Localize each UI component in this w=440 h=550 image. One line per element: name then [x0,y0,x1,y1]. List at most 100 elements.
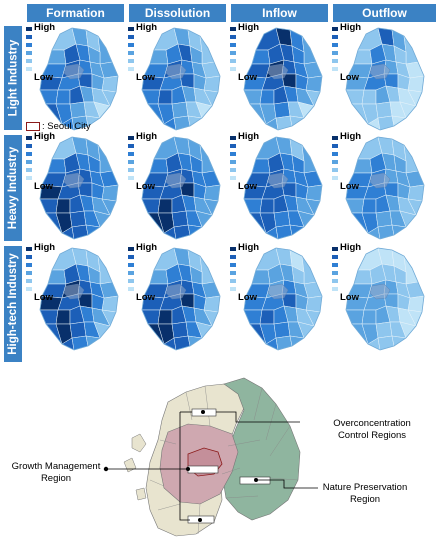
legend-swatch [230,271,236,275]
seoul-district-cluster [267,63,289,80]
legend-swatch [128,247,134,251]
legend-swatch [128,152,134,156]
map-legend: High Low [128,242,188,308]
legend-swatch [128,168,134,172]
map-svg [345,27,425,131]
legend-low-label: Low [136,72,155,83]
choropleth-map-heavy-industry-inflow: High Low [230,131,330,243]
column-header-dissolution: Dissolution [129,4,226,22]
legend-swatch [332,27,338,31]
seoul-district-cluster [267,172,289,189]
legend-swatch [230,59,236,63]
legend-swatch [230,160,236,164]
legend-swatch [230,27,236,31]
west-islands [123,433,147,501]
map-outline [39,247,119,351]
map-legend: High Low [128,22,188,88]
legend-swatch [230,51,236,55]
legend-swatch [128,263,134,267]
legend-high-label: High [340,242,362,253]
overconcentration-marker-dot [201,410,205,414]
legend-swatch [128,271,134,275]
legend-swatch [332,263,338,267]
map-outline [141,27,221,131]
legend-swatch [26,144,32,148]
growth-management-marker-box [187,465,219,474]
seoul-district-cluster [165,63,187,80]
map-svg [39,136,119,240]
legend-swatch [332,43,338,47]
legend-swatch [332,168,338,172]
choropleth-map-light-industry-dissolution: High Low [128,22,228,134]
map-outline [345,136,425,240]
nature-preservation-marker-dot [254,478,258,482]
choropleth-map-light-industry-inflow: High Low [230,22,330,134]
map-legend: High Low [26,242,86,308]
legend-swatch [230,168,236,172]
legend-swatch [332,160,338,164]
legend-low-label: Low [238,181,257,192]
seoul-district-cluster [369,63,391,80]
legend-low-label: Low [34,181,53,192]
legend-low-label: Low [34,72,53,83]
legend-swatch [26,27,32,31]
choropleth-map-heavy-industry-dissolution: High Low [128,131,228,243]
legend-swatch [230,176,236,180]
legend-swatch [230,136,236,140]
seoul-district-cluster [165,172,187,189]
legend-swatch [26,43,32,47]
legend-swatch [128,43,134,47]
seoul-city-legend-box [26,122,40,131]
map-legend: High Low [230,242,290,308]
map-svg [141,136,221,240]
row-header-heavy-industry: Heavy Industry [4,135,22,241]
legend-swatch [26,279,32,283]
legend-swatch [332,271,338,275]
seoul-district-cluster [63,172,85,189]
seoul-city-legend: : Seoul City [26,121,91,132]
legend-high-label: High [136,242,158,253]
legend-swatch [332,67,338,71]
growth-management-leader-dot [103,466,109,472]
legend-swatch [26,152,32,156]
legend-swatch [128,255,134,259]
seoul-district-cluster [63,63,85,80]
legend-swatch [26,247,32,251]
legend-swatch [230,287,236,291]
legend-swatch [230,67,236,71]
legend-swatch [128,35,134,39]
overconcentration-control-regions-label: Overconcentration Control Regions [333,418,411,441]
map-svg [39,27,119,131]
legend-swatch [332,144,338,148]
legend-swatch [26,136,32,140]
legend-swatch [26,59,32,63]
growth-management-marker-dot [186,467,190,471]
legend-swatch [26,176,32,180]
legend-swatch [332,136,338,140]
map-svg [345,136,425,240]
legend-swatch [128,144,134,148]
row-header-high-tech-industry: High-tech Industry [4,246,22,362]
legend-swatch [230,43,236,47]
legend-swatch [332,51,338,55]
seoul-district-cluster [267,283,289,300]
legend-swatch [230,255,236,259]
legend-swatch [128,51,134,55]
legend-high-label: High [136,131,158,142]
legend-high-label: High [34,242,56,253]
growth-management-region-label: Growth Management Region [11,461,101,484]
map-outline [141,247,221,351]
map-svg [345,247,425,351]
legend-low-label: Low [136,292,155,303]
legend-high-label: High [136,22,158,33]
legend-low-label: Low [238,292,257,303]
seoul-district-cluster [369,172,391,189]
map-outline [345,247,425,351]
map-svg [141,247,221,351]
map-svg [243,27,323,131]
legend-swatch [26,67,32,71]
legend-swatch [332,279,338,283]
legend-swatch [26,287,32,291]
map-legend: High Low [332,242,392,308]
choropleth-map-high-tech-industry-outflow: High Low [332,242,432,354]
